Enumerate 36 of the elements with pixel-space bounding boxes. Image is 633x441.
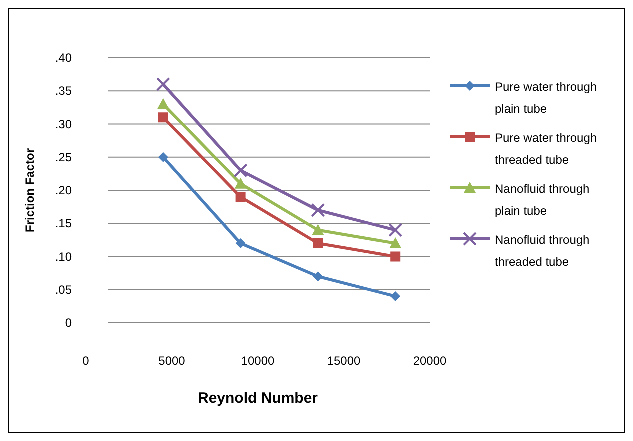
- point: [390, 292, 401, 302]
- legend-label: Nanofluid through threaded tube: [495, 233, 590, 269]
- point: [236, 192, 246, 202]
- x-axis-title: Reynold Number: [198, 390, 318, 407]
- legend-label: Pure water through threaded tube: [495, 131, 598, 167]
- point: [234, 164, 248, 178]
- x-tick-label: 10000: [241, 354, 276, 368]
- x-tick-label: 0: [82, 354, 90, 368]
- y-tick-label: .10: [55, 250, 72, 264]
- point: [234, 178, 247, 189]
- point: [236, 238, 246, 248]
- point: [313, 238, 324, 248]
- y-tick-label: .40: [55, 51, 72, 65]
- y-tick-label: 0: [65, 316, 72, 330]
- y-tick-label: .05: [55, 282, 72, 297]
- point: [311, 203, 326, 218]
- y-axis-title: Friction Factor: [23, 148, 37, 233]
- point: [312, 224, 324, 236]
- point: [158, 112, 168, 123]
- point: [157, 98, 170, 110]
- point: [313, 272, 324, 282]
- point: [156, 78, 170, 92]
- legend-label: Nanofluid through plain tube: [495, 182, 590, 218]
- point: [390, 238, 402, 248]
- y-tick-label: .20: [55, 184, 72, 198]
- x-tick-label: 15000: [327, 354, 362, 368]
- y-tick-label: .30: [55, 117, 72, 132]
- y-tick-label: .35: [55, 84, 72, 98]
- y-tick-label: .25: [55, 150, 72, 164]
- point: [158, 152, 168, 162]
- point: [390, 252, 401, 262]
- x-tick-label: 20000: [413, 354, 448, 368]
- legend-label: Pure water through plain tube: [495, 80, 598, 116]
- point: [388, 223, 403, 238]
- x-tick-label: 5000: [158, 354, 186, 368]
- y-tick-label: .15: [55, 216, 72, 231]
